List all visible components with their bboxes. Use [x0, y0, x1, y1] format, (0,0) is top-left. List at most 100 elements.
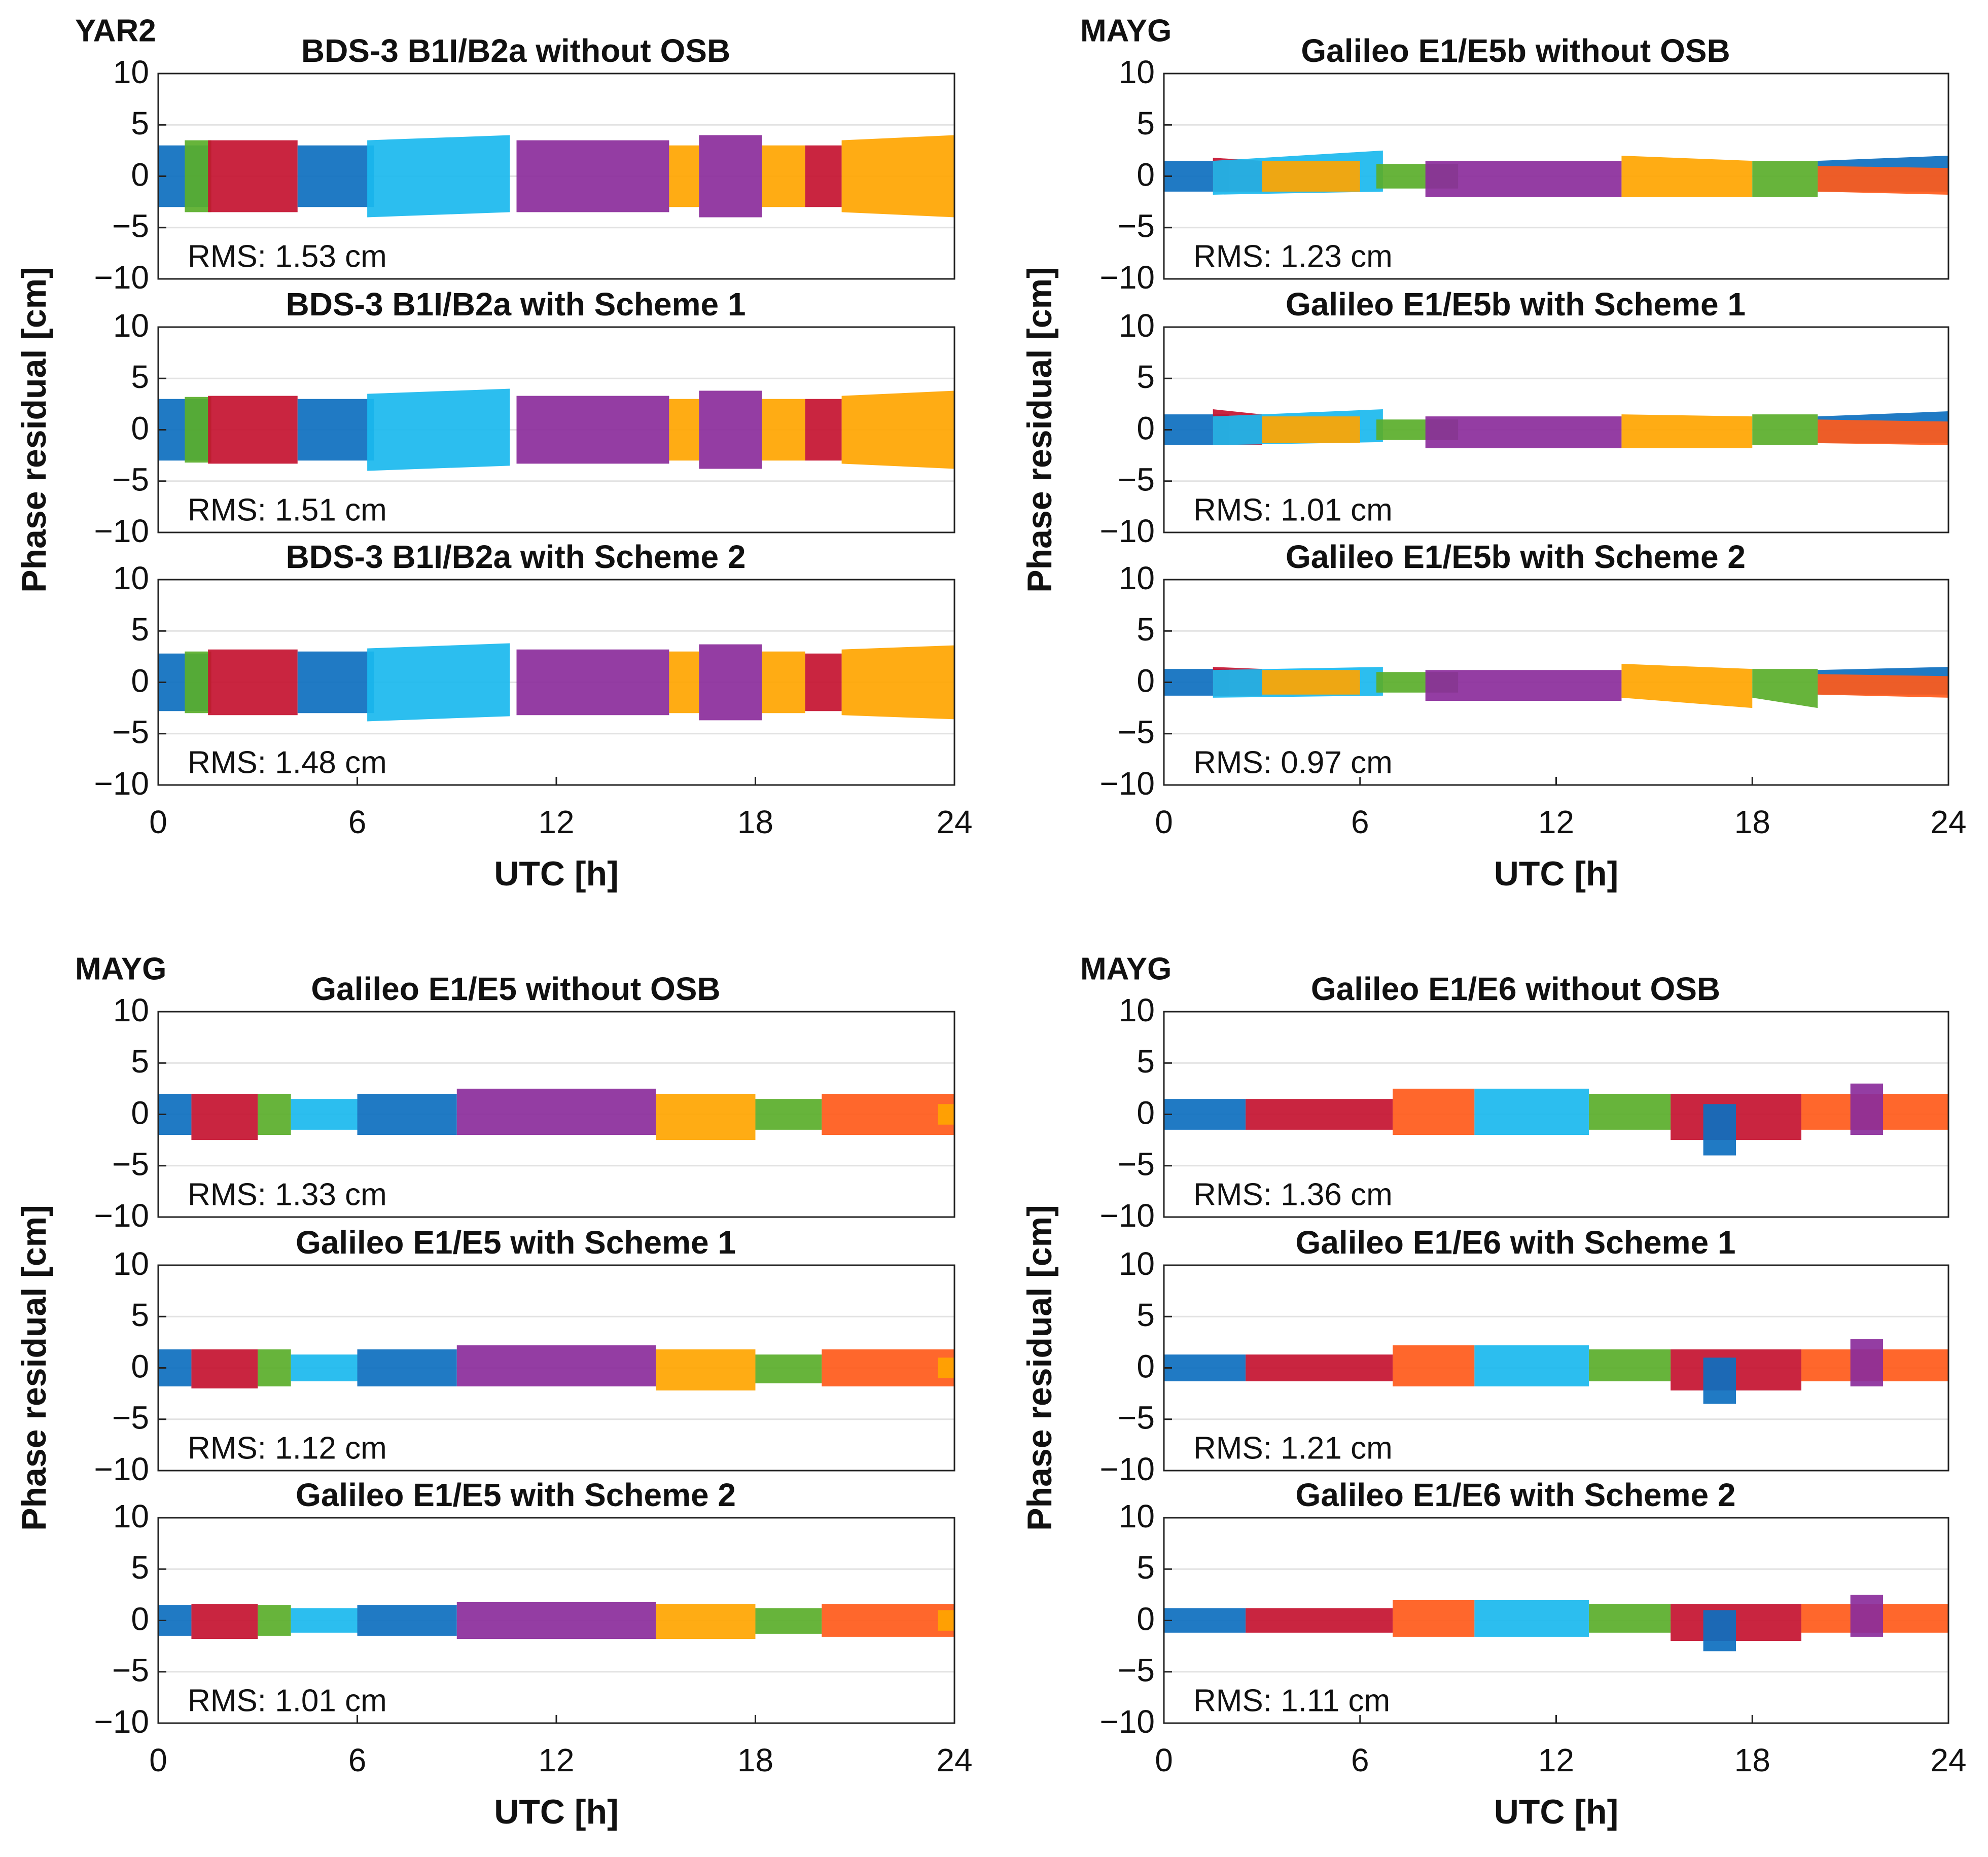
residual-arc — [1818, 419, 1948, 445]
rms-annotation: RMS: 0.97 cm — [1193, 745, 1393, 780]
y-tick-label: 0 — [1137, 1348, 1155, 1384]
residual-arc — [158, 1605, 192, 1636]
rms-annotation: RMS: 1.01 cm — [1193, 492, 1393, 527]
residual-arc — [516, 649, 669, 716]
residual-arc — [357, 1094, 457, 1135]
y-tick-label: 10 — [113, 1245, 149, 1282]
y-tick-label: −5 — [1118, 1652, 1155, 1689]
panel-title: Galileo E1/E6 without OSB — [1311, 971, 1720, 1007]
x-tick-label: 6 — [348, 1742, 367, 1778]
residual-arc — [208, 396, 298, 464]
y-tick-label: 10 — [1119, 307, 1155, 344]
station-label: MAYG — [1080, 951, 1172, 986]
residual-arc — [755, 1608, 822, 1634]
y-tick-label: 10 — [1119, 560, 1155, 596]
data-layer — [158, 1602, 954, 1639]
residual-arc — [1850, 1339, 1884, 1386]
y-tick-label: 5 — [1137, 359, 1155, 395]
y-tick-label: −10 — [1099, 1703, 1155, 1740]
rms-annotation: RMS: 1.48 cm — [188, 745, 387, 780]
x-tick-label: 24 — [1930, 1742, 1966, 1778]
y-tick-label: 0 — [1137, 1094, 1155, 1131]
y-tick-label: −5 — [112, 714, 149, 751]
residual-arc — [656, 1094, 756, 1140]
residual-arc — [516, 396, 669, 464]
residual-arc — [191, 1094, 258, 1140]
residual-arc — [208, 649, 298, 716]
residual-arc — [699, 390, 762, 469]
y-tick-label: 10 — [1119, 54, 1155, 90]
residual-arc — [841, 135, 954, 218]
y-tick-label: −5 — [112, 1146, 149, 1183]
residual-arc — [762, 399, 805, 461]
panel: −10 −5 0 5 10 Galileo E1/E5 without OSB RMS: 1… — [75, 951, 955, 1234]
residual-arc — [1671, 1094, 1801, 1140]
x-tick-label: 24 — [1930, 804, 1966, 840]
residual-arc — [1621, 156, 1753, 197]
residual-arc — [1752, 161, 1818, 197]
x-tick-label: 0 — [1155, 804, 1173, 840]
residual-arc — [669, 399, 699, 461]
residual-arc — [258, 1094, 291, 1135]
y-tick-label: 5 — [1137, 611, 1155, 648]
residual-arc — [1474, 1088, 1589, 1135]
y-tick-label: 10 — [1119, 992, 1155, 1028]
residual-arc — [1703, 1610, 1736, 1652]
rms-annotation: RMS: 1.53 cm — [188, 239, 387, 274]
panel-title: Galileo E1/E5 with Scheme 2 — [296, 1477, 736, 1513]
data-layer — [158, 135, 954, 218]
residual-arc — [669, 651, 699, 713]
x-tick-label: 18 — [1734, 804, 1770, 840]
x-axis-label: UTC [h] — [494, 1793, 618, 1831]
residual-arc — [357, 1349, 457, 1386]
x-axis-label: UTC [h] — [494, 854, 618, 893]
residual-arc — [1850, 1083, 1884, 1135]
residual-arc — [1474, 1600, 1589, 1637]
y-tick-label: −10 — [94, 765, 149, 802]
x-tick-label: 6 — [348, 804, 367, 840]
panel-title: BDS-3 B1I/B2a with Scheme 1 — [286, 286, 746, 323]
x-tick-label: 18 — [737, 804, 773, 840]
residual-arc — [297, 399, 374, 461]
y-tick-label: −5 — [112, 1652, 149, 1689]
residual-arc — [1818, 674, 1948, 698]
rms-annotation: RMS: 1.11 cm — [1193, 1683, 1390, 1718]
x-tick-label: 24 — [936, 1742, 972, 1778]
residual-arc — [656, 1349, 756, 1391]
panel: −10 −5 0 5 10 0 6 12 18 24 Galileo E1/E5b with Sch… — [1099, 539, 1966, 893]
residual-arc — [1621, 414, 1753, 448]
residual-arc — [1262, 416, 1360, 443]
residual-arc — [1164, 1099, 1246, 1130]
data-layer — [1164, 1339, 1948, 1404]
residual-arc — [1474, 1345, 1589, 1386]
rms-annotation: RMS: 1.23 cm — [1193, 239, 1393, 274]
x-tick-label: 24 — [936, 804, 972, 840]
residual-arc — [1164, 1354, 1246, 1381]
y-tick-label: 5 — [131, 1043, 149, 1080]
residual-arc — [367, 388, 510, 471]
y-tick-label: −5 — [1118, 208, 1155, 244]
x-tick-label: 0 — [1155, 1742, 1173, 1778]
y-tick-label: 10 — [113, 992, 149, 1028]
panel: −10 −5 0 5 10 Galileo E1/E6 with Scheme 1 RMS:… — [1020, 1205, 1949, 1531]
residual-arc — [822, 1349, 954, 1386]
residual-arc — [357, 1605, 457, 1636]
panel: −10 −5 0 5 10 Galileo E1/E5b without OSB RMS: … — [1080, 13, 1949, 296]
x-axis-label: UTC [h] — [1494, 1793, 1618, 1831]
residual-arc — [1703, 1358, 1736, 1404]
x-tick-label: 18 — [1734, 1742, 1770, 1778]
residual-arc — [669, 145, 699, 207]
y-tick-label: 5 — [131, 1549, 149, 1586]
residual-arc — [938, 1104, 954, 1125]
residual-arc — [699, 644, 762, 721]
y-tick-label: −10 — [94, 259, 149, 296]
y-tick-label: −10 — [1099, 1197, 1155, 1234]
residual-arc — [291, 1354, 358, 1381]
residual-arc — [938, 1610, 954, 1631]
data-layer — [1164, 1594, 1948, 1652]
residual-arc — [191, 1349, 258, 1388]
residual-arc — [805, 399, 842, 461]
y-tick-label: −10 — [94, 1197, 149, 1234]
y-tick-label: −5 — [1118, 714, 1155, 751]
